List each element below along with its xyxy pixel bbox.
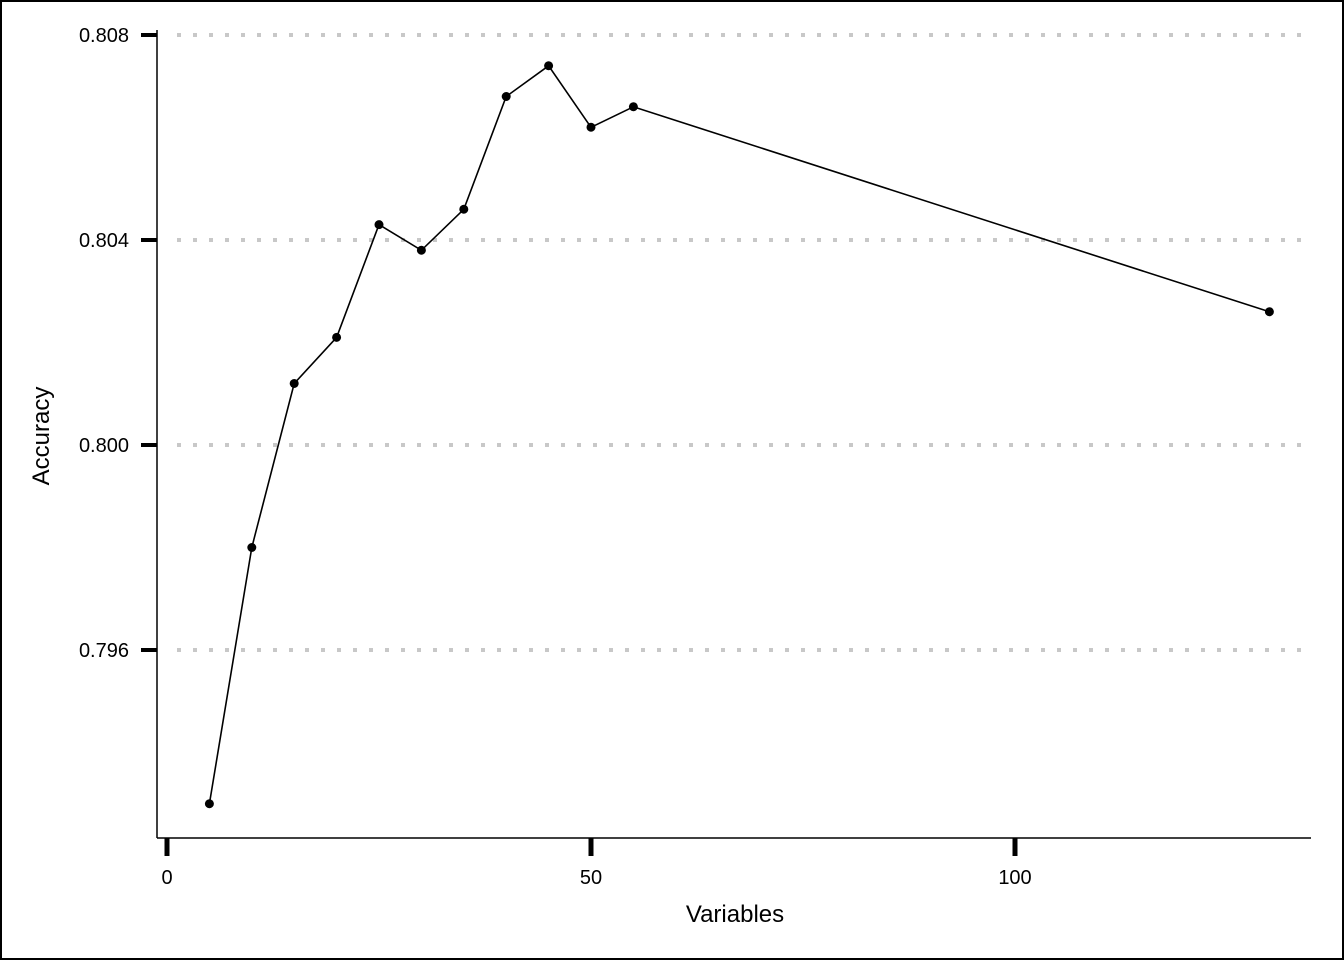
x-tick-label: 0 [161, 867, 172, 889]
data-point [586, 122, 596, 132]
data-point [416, 245, 426, 255]
x-axis-title: Variables [686, 901, 784, 928]
data-point [374, 220, 384, 230]
axes [156, 30, 1311, 839]
y-axis-title: Accuracy [28, 387, 55, 486]
data-point [332, 332, 342, 342]
y-tick-label: 0.804 [79, 230, 129, 252]
y-tick-label: 0.796 [79, 640, 129, 662]
series-line [208, 64, 1270, 804]
y-tick-label: 0.808 [79, 25, 129, 47]
y-ticks: 0.796 0.800 0.804 0.808 [79, 25, 157, 662]
data-point [459, 204, 469, 214]
data-point [544, 61, 554, 71]
series [204, 61, 1274, 809]
data-point [628, 102, 638, 112]
gridlines [177, 33, 1311, 652]
x-tick-label: 100 [998, 867, 1031, 889]
data-point [204, 799, 214, 809]
data-point [1264, 307, 1274, 317]
data-point [289, 379, 299, 388]
data-point [501, 92, 511, 101]
x-ticks: 0 50 100 [161, 838, 1032, 889]
data-point [247, 543, 257, 552]
x-tick-label: 50 [580, 867, 602, 889]
y-tick-label: 0.800 [79, 435, 129, 457]
